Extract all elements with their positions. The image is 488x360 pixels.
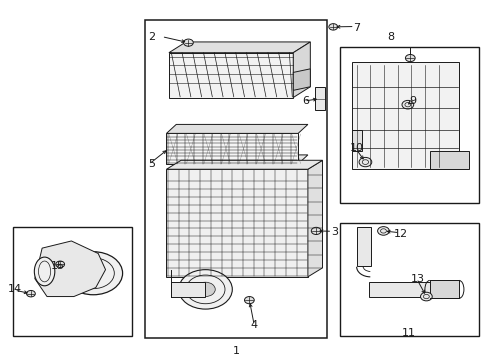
Polygon shape [168,53,293,98]
Polygon shape [166,134,298,164]
Polygon shape [168,42,310,53]
Text: 5: 5 [148,159,155,169]
Text: 2: 2 [148,32,155,41]
Circle shape [195,282,215,297]
Polygon shape [166,155,307,164]
Text: 1: 1 [232,346,239,356]
Polygon shape [35,241,105,297]
Text: 8: 8 [386,32,393,41]
Polygon shape [429,151,468,169]
Circle shape [328,24,337,30]
Polygon shape [315,87,325,110]
Polygon shape [166,160,322,169]
Polygon shape [307,160,322,277]
Circle shape [401,100,413,109]
Polygon shape [351,130,361,151]
Polygon shape [166,125,307,134]
Polygon shape [368,282,453,297]
Bar [339,47,478,203]
Text: 14: 14 [8,284,22,294]
Circle shape [311,227,321,234]
Circle shape [358,157,371,167]
Polygon shape [351,62,458,169]
Circle shape [178,270,232,309]
Text: 9: 9 [408,96,415,106]
Text: 12: 12 [393,229,407,239]
Circle shape [183,39,193,46]
Text: 11: 11 [402,328,415,338]
Text: 4: 4 [250,320,257,330]
Circle shape [244,297,254,304]
Circle shape [64,252,122,295]
Circle shape [56,261,64,267]
Bar [339,223,478,336]
Text: 10: 10 [349,143,363,153]
Text: 3: 3 [330,227,338,237]
Polygon shape [166,169,307,277]
Polygon shape [171,282,205,297]
Polygon shape [429,280,458,298]
Ellipse shape [34,257,55,286]
Bar [13,226,132,336]
Text: 15: 15 [51,261,65,271]
Polygon shape [293,42,310,98]
Text: 6: 6 [301,96,308,106]
Circle shape [405,54,414,62]
Text: 7: 7 [352,23,360,33]
Text: 13: 13 [410,274,424,284]
Bar [144,21,327,338]
Circle shape [420,292,431,301]
Circle shape [26,291,35,297]
Polygon shape [356,226,370,266]
Polygon shape [293,69,310,90]
Circle shape [377,226,388,235]
